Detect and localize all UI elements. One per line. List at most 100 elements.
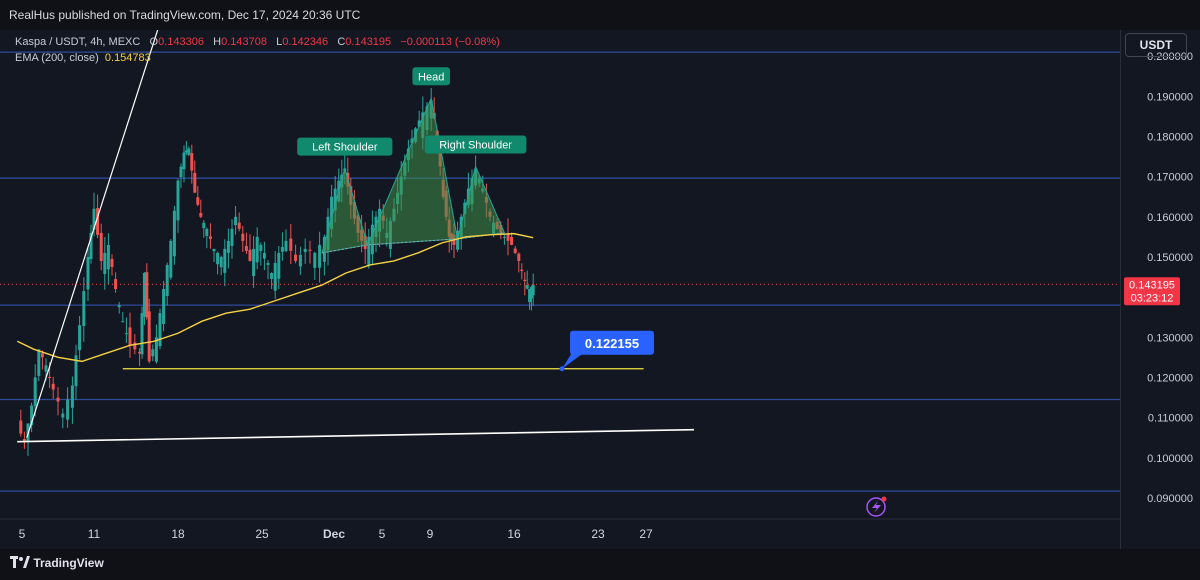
candle-body bbox=[531, 285, 535, 296]
candle-body bbox=[158, 313, 162, 347]
candle-body bbox=[103, 252, 107, 274]
candle-body bbox=[74, 355, 78, 387]
candle-body bbox=[184, 150, 188, 153]
candle-body bbox=[417, 120, 421, 127]
ema-label[interactable]: EMA (200, close) bbox=[15, 52, 99, 64]
footer-bar: TradingView bbox=[0, 549, 1200, 580]
candle-body bbox=[318, 244, 322, 268]
candle-body bbox=[22, 438, 26, 442]
callout-pointer bbox=[562, 352, 584, 369]
candle-body bbox=[145, 272, 149, 318]
candle-body bbox=[172, 210, 176, 257]
candle-body bbox=[182, 152, 186, 170]
y-tick-label: 0.180000 bbox=[1147, 131, 1193, 143]
candle-body bbox=[273, 262, 277, 291]
x-tick-label: 16 bbox=[507, 527, 521, 541]
candle-body bbox=[33, 377, 37, 407]
candle-body bbox=[121, 321, 125, 323]
y-tick-label: 0.100000 bbox=[1147, 453, 1193, 465]
candle-body bbox=[154, 337, 158, 362]
symbol-name[interactable]: Kaspa / USDT, 4h, MEXC bbox=[15, 36, 141, 48]
open-value: 0.143306 bbox=[158, 36, 204, 48]
candle-body bbox=[187, 148, 191, 155]
candle-body bbox=[520, 269, 524, 271]
candle-body bbox=[48, 376, 52, 378]
candle-body bbox=[176, 180, 180, 221]
pattern-label-1: Head bbox=[418, 71, 444, 83]
y-tick-label: 0.190000 bbox=[1147, 91, 1193, 103]
y-tick-label: 0.160000 bbox=[1147, 212, 1193, 224]
low-value: 0.142346 bbox=[282, 36, 329, 48]
price-chart[interactable]: 0.122155 Left Shoulder Head Right Shoulder 5… bbox=[0, 30, 1120, 549]
lightning-icon-dot bbox=[881, 496, 887, 502]
pattern-label-bg-1 bbox=[412, 67, 450, 86]
candle-body bbox=[114, 279, 118, 290]
candle-body bbox=[89, 232, 93, 260]
candle-body bbox=[226, 240, 230, 253]
low-label: L bbox=[276, 36, 283, 48]
y-tick-label: 0.090000 bbox=[1147, 493, 1193, 505]
candle-body bbox=[190, 153, 194, 171]
candle-body bbox=[525, 285, 529, 289]
candle-body bbox=[517, 253, 521, 261]
pattern-triangle-0 bbox=[321, 166, 369, 254]
candle-body bbox=[44, 365, 48, 372]
ema-legend: EMA (200, close) 0.154783 bbox=[15, 52, 151, 64]
candle-body bbox=[138, 351, 142, 354]
high-value: 0.143708 bbox=[221, 36, 267, 48]
candle-body bbox=[510, 236, 514, 245]
candle-body bbox=[61, 413, 65, 418]
candle-body bbox=[193, 172, 197, 193]
candle-body bbox=[237, 222, 241, 229]
candle-body bbox=[86, 256, 90, 290]
price-axis[interactable]: 0.200000 0.190000 0.180000 0.170000 0.160000… bbox=[1120, 30, 1200, 549]
candle-body bbox=[117, 305, 121, 308]
candle-body bbox=[19, 420, 23, 434]
candle-body bbox=[266, 262, 270, 265]
trend-line-0 bbox=[17, 428, 695, 443]
y-tick-label: 0.170000 bbox=[1147, 172, 1193, 184]
y-tick-label: 0.130000 bbox=[1147, 332, 1193, 344]
currency-button[interactable]: USDT bbox=[1125, 33, 1187, 57]
candle-body bbox=[528, 289, 532, 303]
candle-body bbox=[151, 349, 155, 357]
last-price-value: 0.143195 bbox=[1129, 279, 1175, 291]
candle-body bbox=[252, 248, 256, 277]
candle-body bbox=[262, 252, 266, 259]
candle-body bbox=[199, 213, 203, 217]
candle-body bbox=[140, 313, 144, 355]
y-tick-label: 0.110000 bbox=[1148, 413, 1193, 425]
candle-body bbox=[313, 252, 317, 268]
x-tick-label: Dec bbox=[323, 527, 345, 541]
x-tick-label: 18 bbox=[171, 527, 185, 541]
candle-body bbox=[506, 233, 510, 241]
change-value: −0.000113 (−0.08%) bbox=[400, 36, 500, 48]
lightning-icon-ring bbox=[866, 497, 886, 517]
candle-body bbox=[216, 252, 220, 265]
candle-body bbox=[308, 249, 312, 251]
publish-info: RealHus published on TradingView.com, De… bbox=[9, 8, 361, 22]
candle-body bbox=[277, 252, 281, 279]
candle-body bbox=[367, 236, 371, 266]
close-label: C bbox=[337, 36, 346, 48]
candle-body bbox=[133, 342, 137, 350]
bar-countdown: 03:23:12 bbox=[1131, 292, 1174, 304]
candle-body bbox=[106, 244, 110, 270]
pattern-triangle-1 bbox=[366, 96, 459, 246]
y-tick-label: 0.150000 bbox=[1147, 252, 1193, 264]
candle-body bbox=[169, 240, 173, 278]
candle-body bbox=[298, 254, 302, 267]
candle-body bbox=[234, 216, 238, 226]
callout-box bbox=[570, 330, 654, 355]
candle-body bbox=[78, 325, 82, 351]
candle-body bbox=[110, 258, 114, 267]
x-tick-label: 27 bbox=[639, 527, 653, 541]
pattern-label-bg-2 bbox=[424, 135, 527, 154]
candle-body bbox=[284, 240, 288, 252]
open-label: O bbox=[149, 36, 159, 48]
candle-body bbox=[162, 289, 166, 325]
symbol-legend: Kaspa / USDT, 4h, MEXC O0.143306 H0.1437… bbox=[15, 36, 500, 48]
candle-body bbox=[289, 238, 293, 251]
close-value: 0.143195 bbox=[345, 36, 392, 48]
trend-line-1 bbox=[26, 30, 159, 438]
